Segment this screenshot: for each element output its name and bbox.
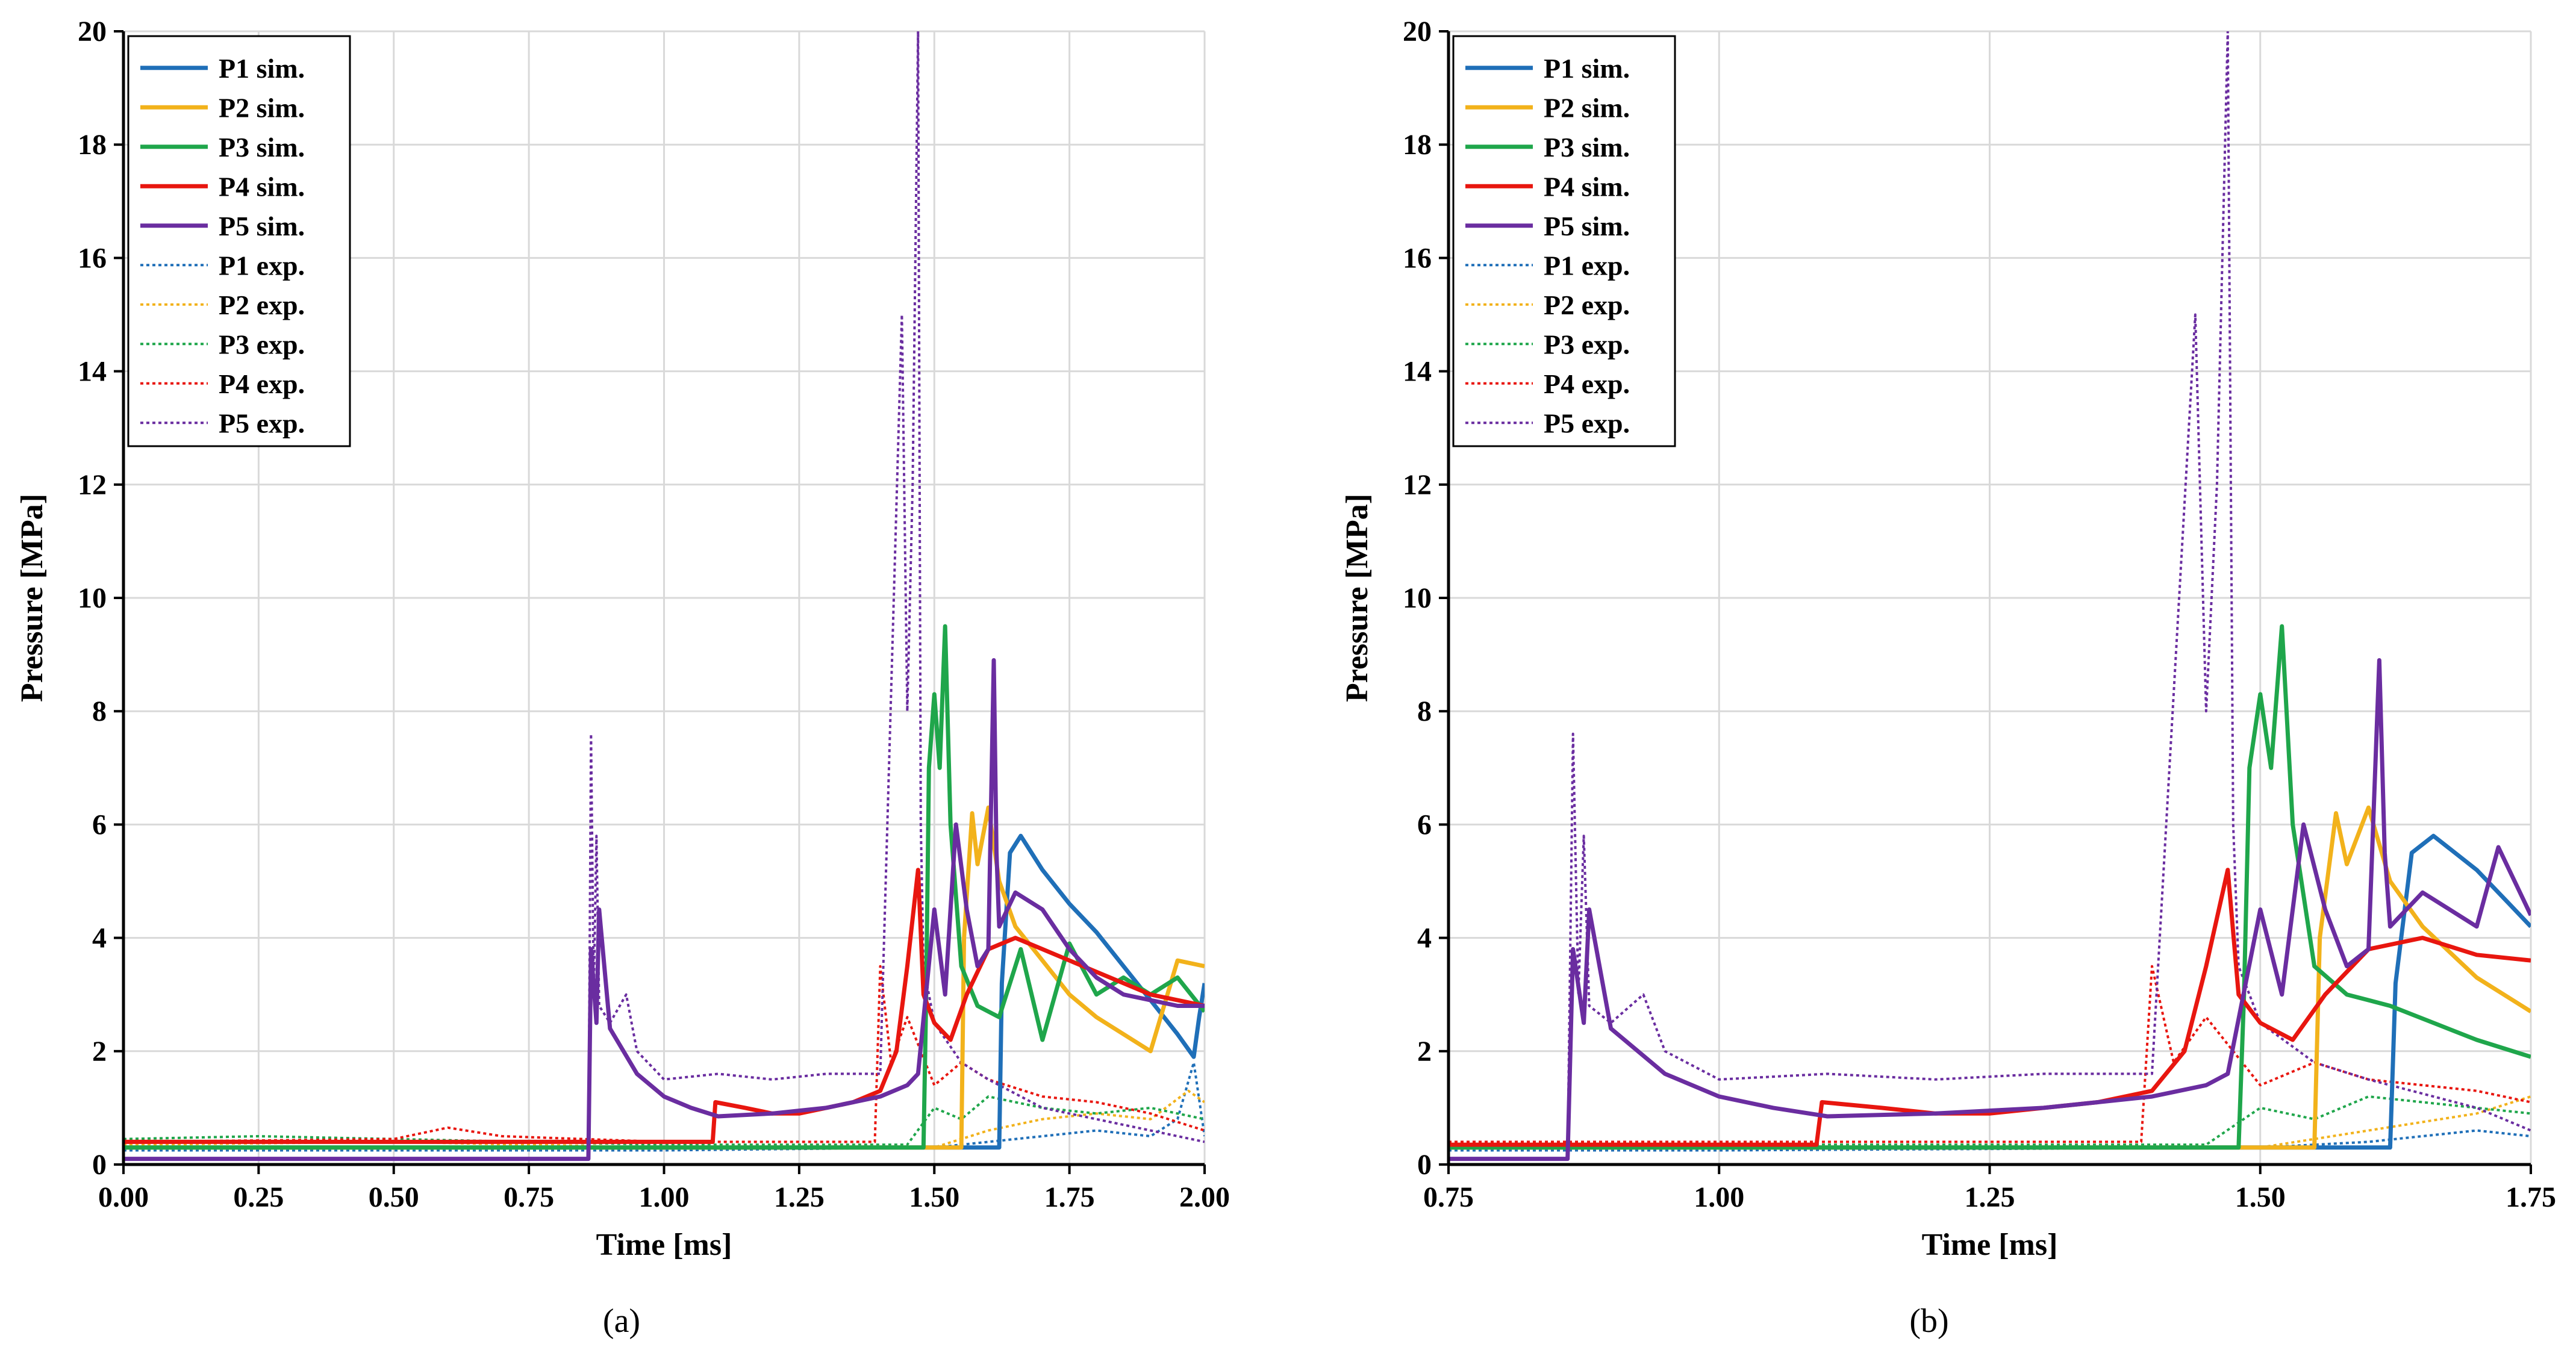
x-axis-title: Time [ms] <box>596 1228 732 1262</box>
legend-label: P4 exp. <box>1544 368 1630 399</box>
x-tick-label: 1.75 <box>2506 1181 2556 1213</box>
x-tick-label: 2.00 <box>1179 1181 1230 1213</box>
x-tick-label: 1.00 <box>639 1181 690 1213</box>
series-p5-sim-line <box>123 658 1205 1161</box>
x-tick-label: 0.25 <box>233 1181 284 1213</box>
legend-label: P3 sim. <box>219 132 305 163</box>
y-tick-label: 10 <box>1403 582 1432 614</box>
x-tick-label: 1.50 <box>909 1181 959 1213</box>
x-tick-label: 0.00 <box>98 1181 149 1213</box>
y-tick-label: 0 <box>1417 1149 1432 1181</box>
legend-label: P4 sim. <box>219 171 305 202</box>
y-tick-label: 20 <box>78 16 107 48</box>
y-tick-label: 8 <box>92 695 107 727</box>
legend: P1 sim. P2 sim. P3 sim. P4 sim. P5 sim. P1 ex… <box>127 35 351 447</box>
y-tick-label: 4 <box>92 922 107 954</box>
series-p1-exp-line <box>123 1061 1205 1152</box>
y-tick-label: 20 <box>1403 16 1432 48</box>
x-axis-title: Time [ms] <box>1922 1228 2058 1262</box>
y-tick-label: 10 <box>78 582 107 614</box>
legend-label: P3 exp. <box>1544 329 1630 359</box>
y-axis-title: Pressure [MPa] <box>15 494 49 702</box>
y-tick-label: 12 <box>78 469 107 501</box>
legend-label: P3 exp. <box>219 329 305 359</box>
legend-label: P5 exp. <box>1544 408 1630 438</box>
series-p3-sim-line <box>123 624 1205 1150</box>
series-p1-sim-line <box>1449 833 2531 1150</box>
y-tick-label: 2 <box>92 1036 107 1068</box>
y-tick-label: 14 <box>78 356 107 388</box>
legend-label: P2 exp. <box>1544 290 1630 320</box>
legend-label: P2 sim. <box>1544 92 1630 123</box>
chart-panel-a: 0.00 0.25 0.50 0.75 1.00 1.25 1.50 1.75 2.00 0 2 4 6… <box>15 16 1230 1340</box>
y-tick-label: 6 <box>1417 809 1432 841</box>
panel-label: (b) <box>1909 1302 1948 1340</box>
series-p5-exp-line <box>1449 31 2531 1160</box>
legend-label: P5 sim. <box>1544 211 1630 241</box>
series-p1-sim-line <box>123 833 1205 1150</box>
series-p2-exp-line <box>123 1089 1205 1149</box>
y-tick-label: 14 <box>1403 356 1432 388</box>
x-tick-label: 1.00 <box>1694 1181 1744 1213</box>
legend-label: P1 sim. <box>1544 53 1630 84</box>
y-tick-label: 12 <box>1403 469 1432 501</box>
y-tick-label: 0 <box>92 1149 107 1181</box>
legend-label: P1 exp. <box>219 250 305 281</box>
y-tick-label: 4 <box>1417 922 1432 954</box>
legend-label: P2 sim. <box>219 92 305 123</box>
y-tick-label: 16 <box>1403 242 1432 274</box>
series-p5-sim-line <box>1449 658 2531 1161</box>
x-tick-label: 0.50 <box>369 1181 419 1213</box>
legend-label: P4 sim. <box>1544 171 1630 202</box>
series-group <box>123 31 1205 1161</box>
x-tick-label: 1.75 <box>1044 1181 1095 1213</box>
legend-label: P5 exp. <box>219 408 305 438</box>
legend-box <box>127 35 351 447</box>
x-tick-label: 0.75 <box>504 1181 554 1213</box>
x-tick-label: 1.25 <box>774 1181 825 1213</box>
x-tick-label: 1.50 <box>2235 1181 2286 1213</box>
y-axis-title: Pressure [MPa] <box>1340 494 1374 702</box>
legend-label: P5 sim. <box>219 211 305 241</box>
legend-label: P1 exp. <box>1544 250 1630 281</box>
legend: P1 sim. P2 sim. P3 sim. P4 sim. P5 sim. P1 ex… <box>1452 35 1676 447</box>
legend-label: P3 sim. <box>1544 132 1630 163</box>
y-tick-label: 18 <box>78 129 107 161</box>
series-p1-exp-line <box>1449 1129 2531 1152</box>
legend-box <box>1452 35 1676 447</box>
y-tick-label: 18 <box>1403 129 1432 161</box>
y-tick-label: 8 <box>1417 695 1432 727</box>
chart-panel-b: 0.75 1.00 1.25 1.50 1.75 0 2 4 6 8 10 12 14 16 18 20 Tim… <box>1340 16 2556 1340</box>
panel-label: (a) <box>603 1302 640 1340</box>
legend-label: P1 sim. <box>219 53 305 84</box>
series-p3-sim-line <box>1449 624 2531 1150</box>
x-tick-label: 0.75 <box>1423 1181 1474 1213</box>
legend-label: P4 exp. <box>219 368 305 399</box>
x-tick-label: 1.25 <box>1965 1181 2015 1213</box>
series-group <box>1449 31 2531 1161</box>
y-tick-label: 2 <box>1417 1036 1432 1068</box>
series-p2-sim-line <box>1449 805 2531 1150</box>
legend-label: P2 exp. <box>219 290 305 320</box>
y-tick-label: 6 <box>92 809 107 841</box>
y-tick-label: 16 <box>78 242 107 274</box>
